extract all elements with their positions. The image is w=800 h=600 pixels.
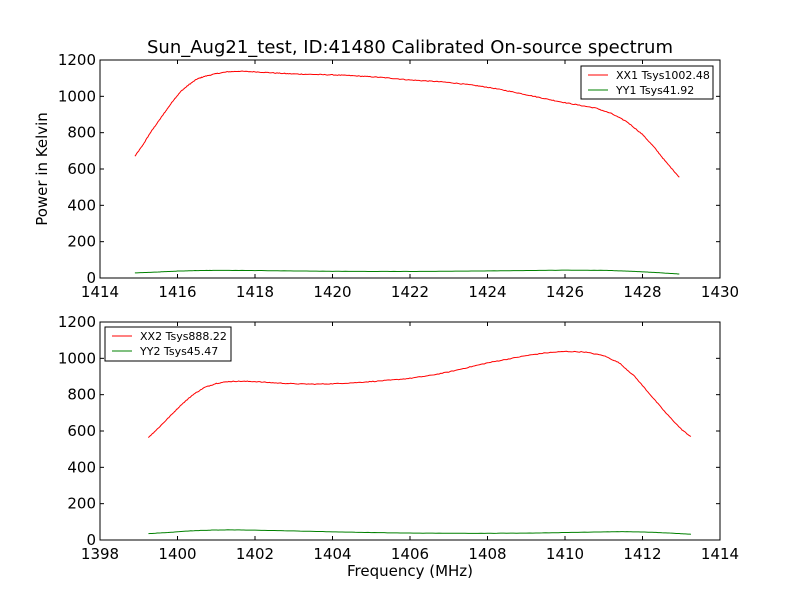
x-tick-label-1-7: 1412 [623, 545, 661, 563]
x-tick-label-1-6: 1410 [546, 545, 584, 563]
y-tick-label-1-6: 1200 [58, 313, 96, 331]
bottom-panel: 1398 1400 1402 1404 1406 1408 1410 1412 1414 0 200… [58, 313, 739, 580]
top-panel: 1414 1416 1418 1420 1422 1424 1426 1428 1430 0 200… [33, 51, 739, 301]
x-tick-label-0-7: 1428 [623, 283, 661, 301]
x-tick-label-0-2: 1418 [236, 283, 274, 301]
y-axis-label-0: Power in Kelvin [33, 112, 51, 226]
y-tick-label-0-1: 200 [67, 233, 96, 251]
x-tick-label-0-5: 1424 [468, 283, 506, 301]
series-line-0-0 [134, 70, 680, 178]
x-tick-label-0-6: 1426 [546, 283, 584, 301]
legend-label-0-1: YY1 Tsys41.92 [615, 84, 694, 97]
legend-label-1-0: XX2 Tsys888.22 [140, 330, 227, 343]
y-tick-label-0-6: 1200 [58, 51, 96, 69]
x-tick-label-1-1: 1400 [158, 545, 196, 563]
x-tick-label-1-4: 1406 [391, 545, 429, 563]
y-tick-label-0-2: 400 [67, 196, 96, 214]
y-tick-label-1-0: 0 [86, 531, 96, 549]
y-tick-label-1-1: 200 [67, 495, 96, 513]
y-tick-label-0-4: 800 [67, 124, 96, 142]
legend-box-1 [104, 326, 232, 362]
x-tick-label-0-8: 1430 [701, 283, 739, 301]
y-tick-label-1-5: 1000 [58, 349, 96, 367]
x-tick-label-0-4: 1422 [391, 283, 429, 301]
x-tick-label-0-0: 1414 [81, 283, 119, 301]
series-line-1-0 [148, 350, 692, 438]
legend-label-0-0: XX1 Tsys1002.48 [616, 69, 710, 82]
series-line-0-1 [134, 269, 680, 275]
y-tick-label-1-2: 400 [67, 458, 96, 476]
y-tick-label-1-3: 600 [67, 422, 96, 440]
y-tick-label-0-0: 0 [86, 269, 96, 287]
x-tick-label-1-8: 1414 [701, 545, 739, 563]
x-axis-label-1: Frequency (MHz) [347, 562, 473, 580]
series-line-1-1 [148, 529, 691, 535]
x-tick-label-0-1: 1416 [158, 283, 196, 301]
y-tick-label-1-4: 800 [67, 386, 96, 404]
x-tick-label-1-0: 1398 [81, 545, 119, 563]
x-tick-label-0-3: 1420 [313, 283, 351, 301]
x-tick-label-1-2: 1402 [236, 545, 274, 563]
x-tick-label-1-3: 1404 [313, 545, 351, 563]
legend-box-0 [580, 65, 714, 100]
legend-label-1-1: YY2 Tsys45.47 [139, 345, 218, 358]
x-tick-label-1-5: 1408 [468, 545, 506, 563]
y-tick-label-0-5: 1000 [58, 87, 96, 105]
chart-title: Sun_Aug21_test, ID:41480 Calibrated On-s… [147, 37, 673, 58]
y-tick-label-0-3: 600 [67, 160, 96, 178]
